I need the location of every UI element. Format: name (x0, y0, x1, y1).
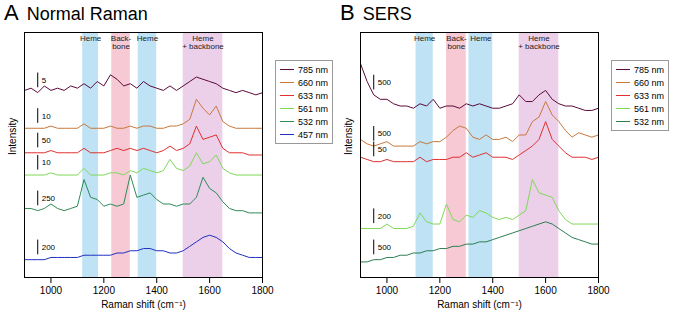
svg-text:250: 250 (42, 194, 56, 203)
svg-text:Heme: Heme (414, 34, 436, 43)
html-text:633 nm: 633 nm (298, 90, 328, 101)
svg-text:500: 500 (378, 129, 392, 138)
html-text:A Normal Raman: A Normal Raman (4, 0, 148, 25)
svg-text:Raman shift (cm⁻¹): Raman shift (cm⁻¹) (101, 299, 186, 310)
svg-text:50: 50 (42, 136, 51, 145)
svg-text:Heme+ backbone: Heme+ backbone (518, 34, 560, 51)
svg-text:Back-bone: Back-bone (111, 34, 132, 51)
svg-text:Intensity: Intensity (7, 118, 18, 155)
svg-text:1800: 1800 (587, 285, 610, 296)
svg-text:Heme: Heme (137, 34, 159, 43)
svg-text:1400: 1400 (146, 285, 169, 296)
html-text:532 nm: 532 nm (634, 116, 664, 127)
html-text:532 nm: 532 nm (298, 116, 328, 127)
svg-text:1400: 1400 (482, 285, 505, 296)
svg-text:1200: 1200 (429, 285, 452, 296)
html-text:660 nm: 660 nm (298, 77, 328, 88)
svg-text:1000: 1000 (376, 285, 399, 296)
svg-text:Raman shift (cm⁻¹): Raman shift (cm⁻¹) (437, 299, 522, 310)
svg-text:1200: 1200 (93, 285, 116, 296)
svg-text:500: 500 (378, 243, 392, 252)
svg-text:5: 5 (42, 76, 47, 85)
html-text:B SERS: B SERS (340, 0, 412, 25)
html-text:660 nm: 660 nm (634, 77, 664, 88)
svg-text:1000: 1000 (40, 285, 63, 296)
svg-text:Intensity: Intensity (343, 118, 354, 155)
html-text:785 nm: 785 nm (634, 64, 664, 75)
svg-text:500: 500 (378, 78, 392, 87)
svg-text:200: 200 (378, 212, 392, 221)
html-text:633 nm: 633 nm (634, 90, 664, 101)
svg-text:10: 10 (42, 158, 51, 167)
svg-text:1800: 1800 (251, 285, 274, 296)
svg-text:Heme+ backbone: Heme+ backbone (182, 34, 224, 51)
svg-text:Heme: Heme (80, 34, 102, 43)
html-text:561 nm: 561 nm (634, 103, 664, 114)
svg-text:10: 10 (42, 112, 51, 121)
svg-text:1600: 1600 (198, 285, 221, 296)
svg-text:Heme: Heme (470, 34, 492, 43)
html-text:785 nm: 785 nm (298, 64, 328, 75)
svg-text:1600: 1600 (534, 285, 557, 296)
svg-text:200: 200 (42, 243, 56, 252)
svg-text:50: 50 (378, 145, 387, 154)
html-text:457 nm: 457 nm (298, 129, 328, 140)
svg-text:Back-bone: Back-bone (446, 34, 467, 51)
html-text:561 nm: 561 nm (298, 103, 328, 114)
